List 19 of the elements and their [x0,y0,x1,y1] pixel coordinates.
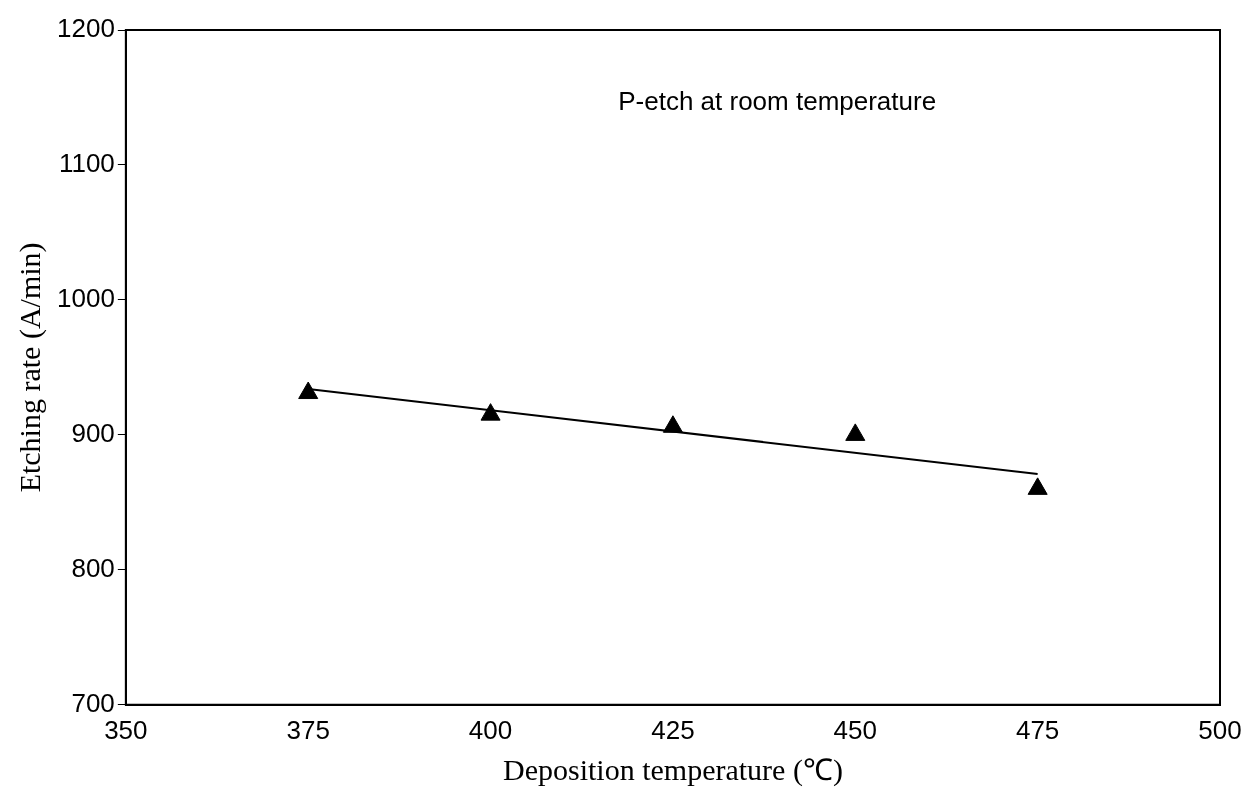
x-tick-label: 425 [651,714,695,745]
point [662,415,683,433]
y-tick-label: 1200 [57,13,115,44]
annotation: P-etch at room temperature [618,86,937,116]
x-tick-label: 500 [1198,714,1242,745]
y-tick-label: 900 [71,418,115,449]
x-tick-label: 475 [1015,714,1060,745]
point [845,423,866,441]
y-tick-label: 800 [71,553,115,584]
x-tick-label: 450 [833,714,877,745]
x-axis-title: Deposition temperature (℃) [502,752,843,787]
y-tick-label: 1000 [57,283,115,314]
point [1027,477,1048,495]
point [480,403,501,421]
y-tick-label: 1100 [58,148,115,179]
y-axis-title: Etching rate (A/min) [12,242,47,493]
x-tick-label: 375 [286,714,330,745]
point [298,381,319,400]
x-tick-label: 400 [468,714,513,745]
